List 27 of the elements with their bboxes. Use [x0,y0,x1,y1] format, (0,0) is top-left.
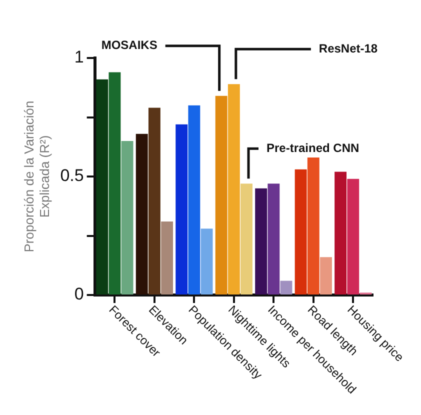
bar [176,124,188,294]
text: ResNet-18 [318,41,378,56]
bar [307,158,320,294]
bar [161,222,173,294]
bar [121,140,134,294]
bar [96,79,108,294]
y-axis-title: Proporción de la Variación Explicada (R²) [21,100,52,252]
y-tick-label: 0 [74,284,84,304]
bar [108,72,121,294]
bar [188,105,200,294]
bar [148,108,160,294]
bar [294,169,307,294]
y-tick-label: 1 [74,48,84,67]
bar [334,172,347,294]
bar [347,178,360,294]
bar [320,257,332,294]
bar [280,280,292,294]
bar [240,184,252,294]
bar [255,188,268,294]
bar [215,96,228,294]
bar [136,134,148,294]
text: Pre-trained CNN [266,140,360,155]
bar [228,84,240,294]
bar [268,184,280,294]
text: MOSAIKS [101,38,158,52]
bar [200,228,213,294]
y-tick-label: 0.5 [60,166,84,186]
